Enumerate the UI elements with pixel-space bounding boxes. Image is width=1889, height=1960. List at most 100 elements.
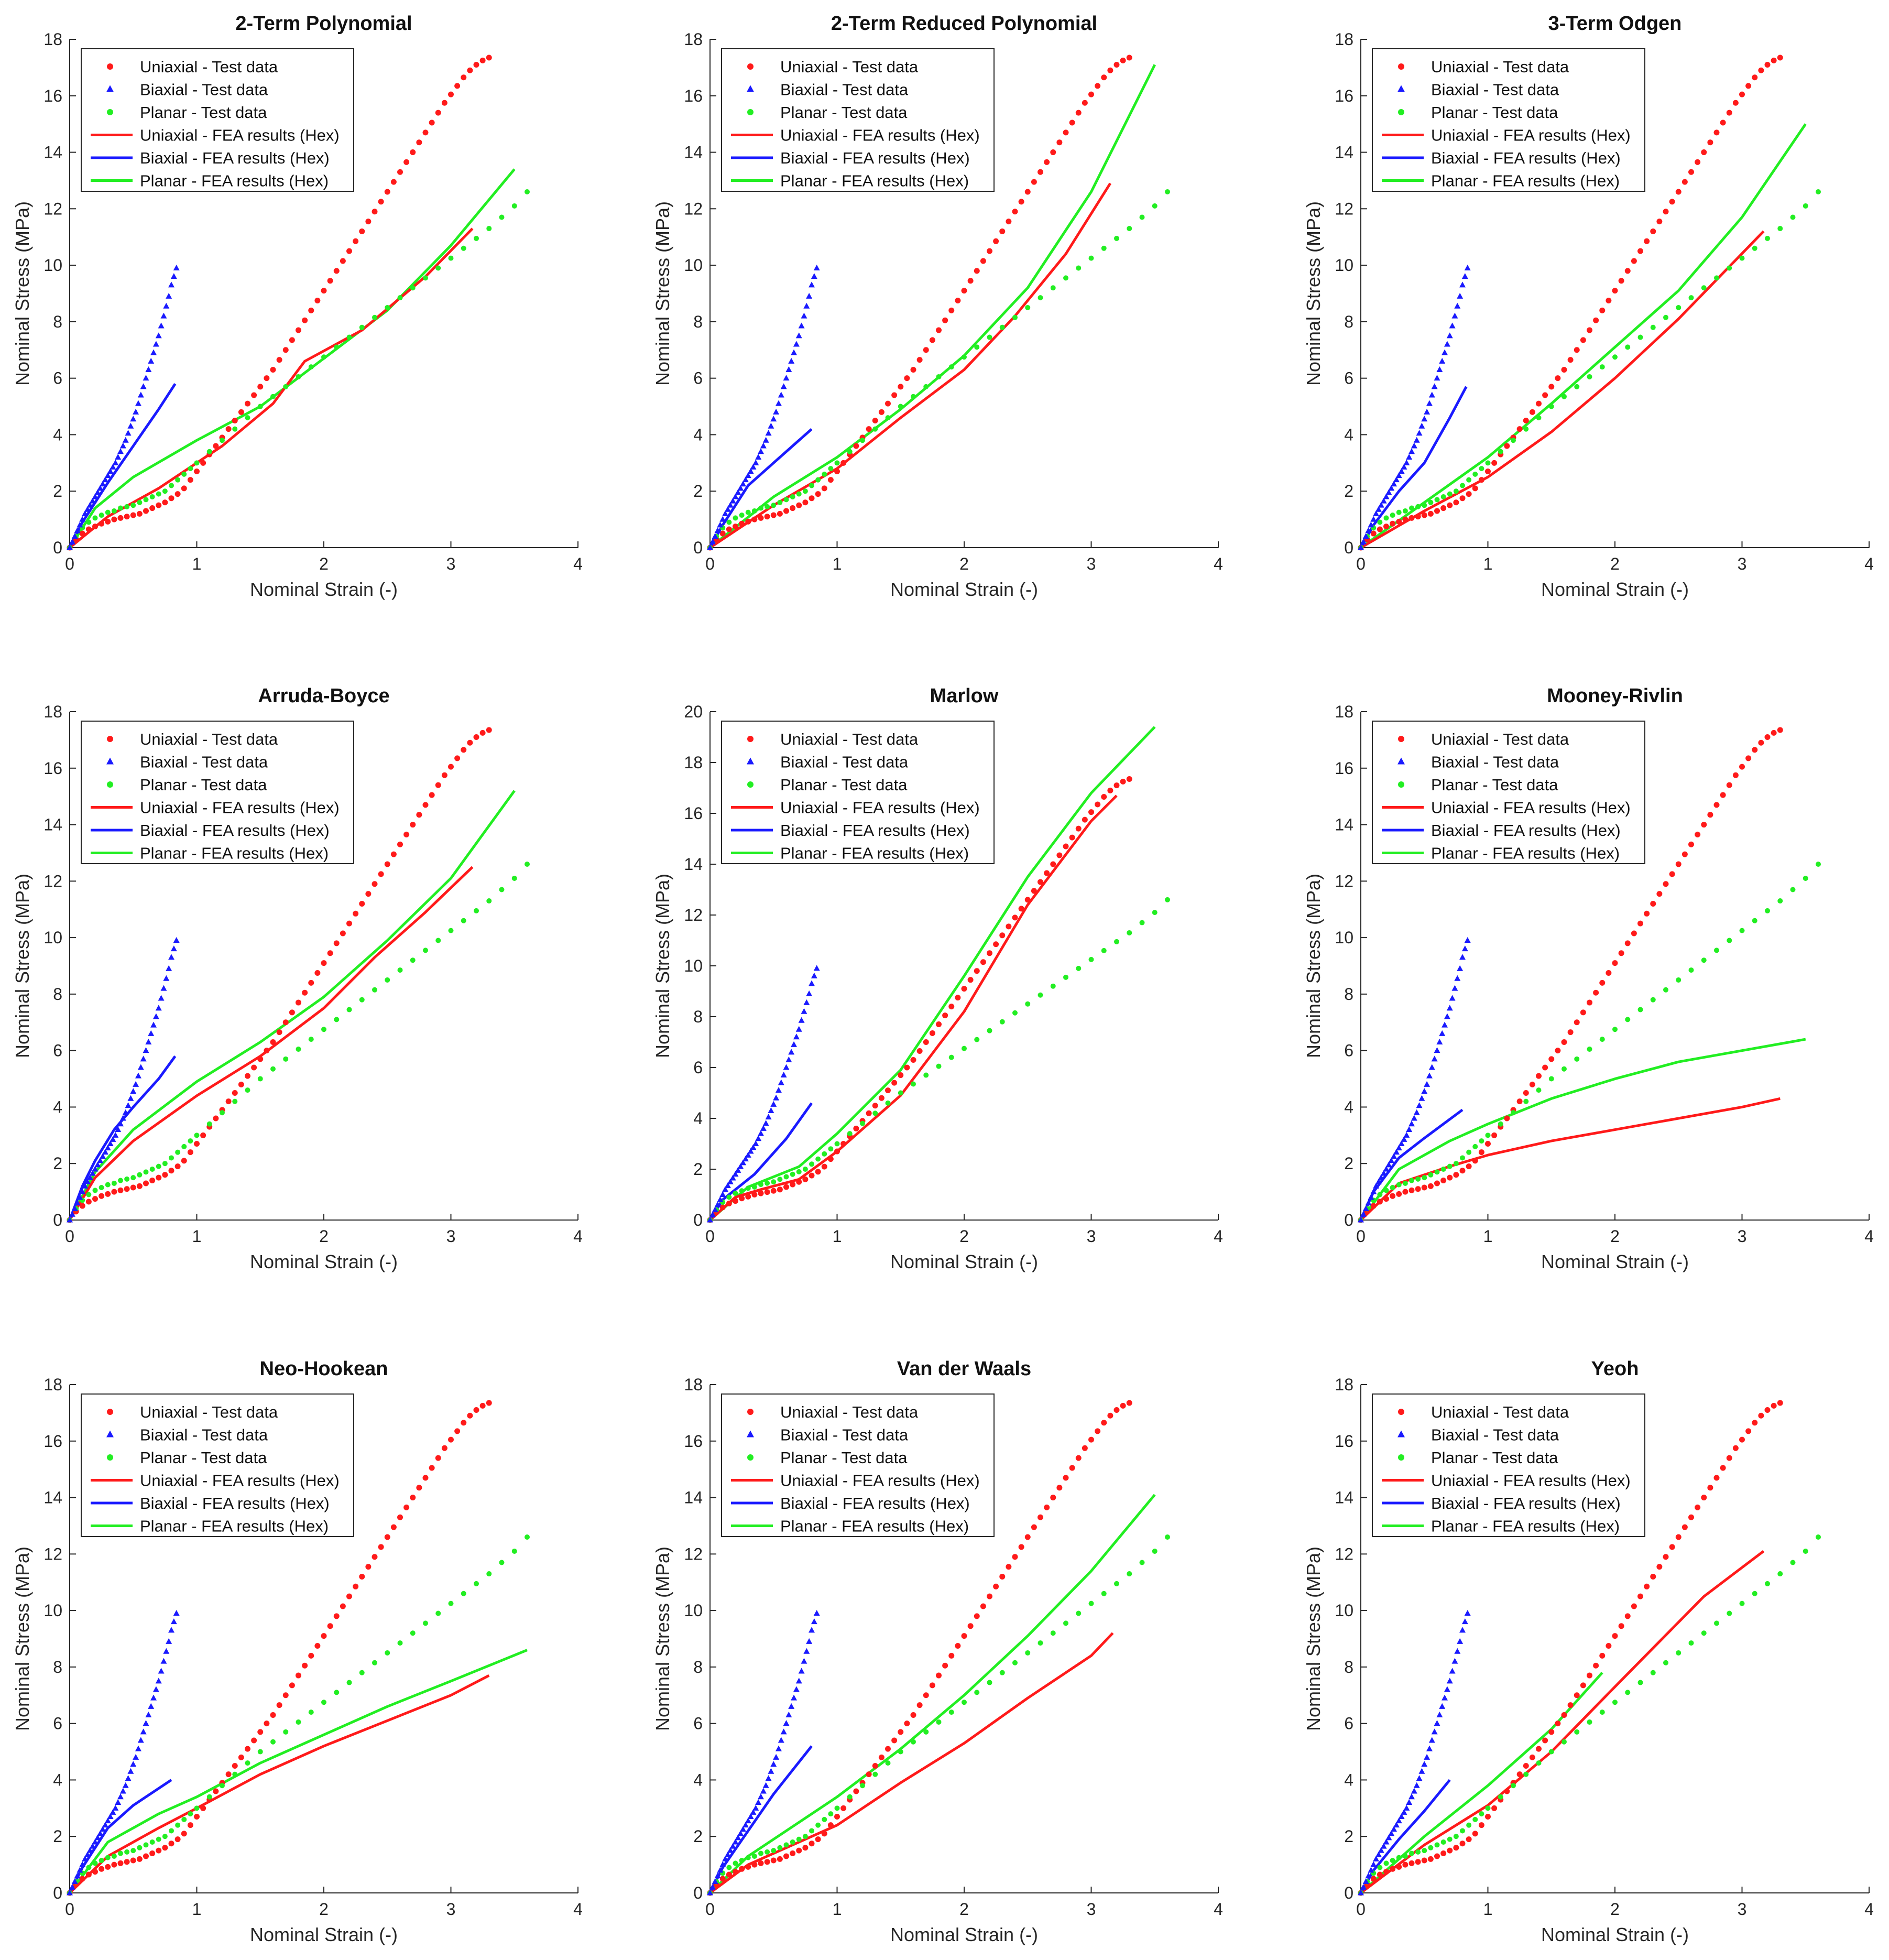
- uniaxial-test-point: [333, 268, 340, 274]
- biaxial-test-point: [1424, 408, 1431, 415]
- planar-test-point: [1587, 1046, 1592, 1052]
- biaxial-test-point: [1439, 1703, 1446, 1709]
- uniaxial-test-point: [282, 347, 289, 353]
- uniaxial-test-point: [987, 248, 992, 254]
- uniaxial-test-point: [1752, 1420, 1758, 1426]
- uniaxial-test-point: [955, 297, 961, 303]
- uniaxial-test-point: [1440, 1850, 1447, 1857]
- biaxial-test-point: [707, 1216, 713, 1223]
- planar-test-point: [1612, 354, 1618, 360]
- y-tick-label: 2: [1344, 1154, 1353, 1173]
- planar-fea-line: [1360, 1672, 1603, 1894]
- planar-test-point: [308, 1037, 314, 1042]
- planar-test-point: [726, 519, 732, 525]
- uniaxial-test-point: [461, 1420, 467, 1426]
- uniaxial-test-point: [1107, 1412, 1113, 1419]
- biaxial-test-point: [709, 1883, 716, 1890]
- uniaxial-test-point: [1612, 960, 1618, 966]
- y-tick-label: 16: [684, 1432, 703, 1451]
- uniaxial-test-point: [1069, 1465, 1075, 1471]
- biaxial-test-point: [768, 1768, 774, 1774]
- planar-test-point: [232, 1771, 238, 1777]
- legend-label: Planar - Test data: [140, 103, 267, 122]
- uniaxial-test-point: [270, 1712, 276, 1718]
- planar-test-point: [1076, 965, 1082, 971]
- biaxial-test-point: [107, 1813, 114, 1819]
- y-tick-label: 10: [43, 256, 62, 275]
- uniaxial-test-point: [1377, 526, 1383, 532]
- biaxial-test-point: [170, 945, 177, 952]
- biaxial-test-point: [143, 375, 149, 381]
- legend-label: Biaxial - FEA results (Hex): [1431, 821, 1621, 840]
- planar-test-point: [162, 1161, 168, 1167]
- y-tick-label: 10: [43, 928, 62, 947]
- biaxial-test-point: [1378, 1174, 1384, 1180]
- biaxial-test-point: [1436, 1039, 1443, 1044]
- legend-label: Planar - FEA results (Hex): [1431, 844, 1620, 863]
- biaxial-test-point: [94, 1834, 101, 1841]
- uniaxial-test-point: [1024, 189, 1031, 195]
- legend-label: Planar - FEA results (Hex): [780, 1517, 969, 1536]
- y-tick-label: 12: [1335, 872, 1353, 890]
- uniaxial-test-point: [245, 1746, 250, 1752]
- uniaxial-test-point: [1088, 1436, 1094, 1443]
- biaxial-test-point: [1373, 510, 1380, 516]
- planar-test-point: [790, 494, 795, 499]
- biaxial-test-point: [1368, 1867, 1374, 1873]
- planar-test-point: [872, 1110, 878, 1116]
- biaxial-test-point: [1358, 1889, 1364, 1896]
- uniaxial-test-point: [948, 307, 955, 313]
- legend-label: Biaxial - FEA results (Hex): [140, 821, 330, 840]
- planar-test-point: [321, 1027, 326, 1032]
- uniaxial-test-point: [1478, 477, 1484, 483]
- uniaxial-test-point: [891, 1080, 898, 1086]
- uniaxial-test-point: [435, 110, 441, 116]
- biaxial-test-point: [813, 1610, 820, 1616]
- biaxial-test-point: [1459, 281, 1466, 288]
- planar-test-point: [1701, 285, 1707, 291]
- planar-test-point: [257, 1749, 263, 1755]
- planar-test-point: [99, 513, 104, 518]
- uniaxial-test-point: [1663, 881, 1669, 887]
- legend-label: Planar - FEA results (Hex): [780, 172, 969, 190]
- uniaxial-test-point: [1713, 129, 1720, 136]
- uniaxial-test-point: [314, 1642, 321, 1649]
- legend-marker-biaxial: [1397, 757, 1405, 765]
- biaxial-test-point: [811, 273, 817, 279]
- biaxial-test-point: [795, 1678, 802, 1684]
- x-tick-label: 2: [319, 554, 329, 573]
- biaxial-test-point: [1446, 1005, 1453, 1011]
- biaxial-test-point: [1378, 502, 1384, 508]
- legend-label: Planar - Test data: [140, 776, 267, 794]
- y-tick-label: 10: [1335, 1601, 1353, 1620]
- biaxial-test-point: [1424, 1081, 1431, 1087]
- x-tick-label: 0: [1356, 1900, 1366, 1919]
- legend-label: Biaxial - FEA results (Hex): [780, 821, 970, 840]
- planar-test-point: [936, 374, 942, 379]
- y-tick-label: 6: [1344, 1714, 1353, 1733]
- uniaxial-test-point: [719, 530, 726, 537]
- biaxial-test-point: [1418, 1095, 1425, 1101]
- uniaxial-test-point: [410, 822, 416, 828]
- uniaxial-test-point: [1126, 776, 1132, 782]
- biaxial-fea-line: [708, 1745, 813, 1894]
- biaxial-test-point: [1454, 1648, 1461, 1654]
- planar-test-point: [1790, 887, 1796, 892]
- biaxial-test-point: [1401, 1136, 1407, 1142]
- uniaxial-test-point: [923, 347, 929, 353]
- planar-test-point: [1816, 1534, 1821, 1540]
- planar-test-point: [346, 1007, 352, 1012]
- biaxial-test-point: [100, 1826, 106, 1832]
- y-tick-label: 14: [43, 143, 62, 162]
- uniaxial-test-point: [390, 851, 397, 857]
- biaxial-test-point: [1442, 1694, 1448, 1701]
- uniaxial-test-point: [751, 1861, 758, 1868]
- uniaxial-test-point: [999, 932, 1006, 939]
- uniaxial-test-point: [1434, 508, 1440, 514]
- planar-test-point: [1612, 1027, 1618, 1032]
- legend-marker-biaxial: [747, 757, 754, 765]
- y-tick-label: 6: [53, 1714, 62, 1733]
- biaxial-test-point: [163, 975, 170, 981]
- uniaxial-test-point: [99, 520, 105, 527]
